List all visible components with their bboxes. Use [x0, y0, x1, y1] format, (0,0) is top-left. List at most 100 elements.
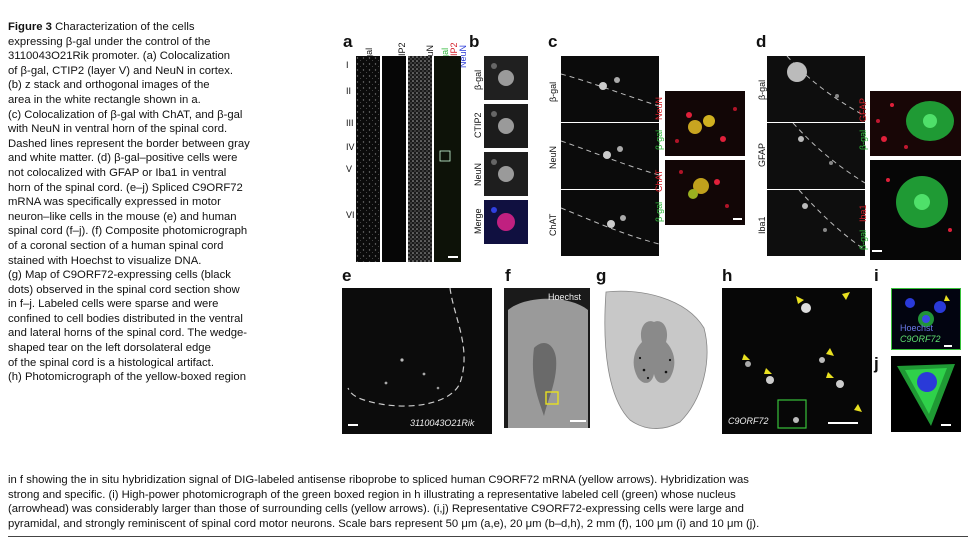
caption-line: not colocalized with GFAP or Iba1 in ven… [8, 166, 227, 179]
caption-line: expressing β-gal under the control of th… [8, 35, 211, 48]
panel-c-merge1-label-green: β-gal [654, 129, 664, 150]
panel-c-merge1-label-red: NeuN [654, 96, 664, 120]
caption-line: of the spinal cord is a histological art… [8, 356, 214, 369]
panel-j-image [891, 356, 961, 432]
caption-line: pyramidal, and strongly reminiscent of s… [8, 517, 760, 530]
figure-label: Figure 3 [8, 21, 52, 33]
panel-c-tile [561, 190, 659, 256]
panel-d-row-label: GFAP [757, 142, 767, 167]
panel-d-tile [767, 123, 865, 189]
panel-b-tile [484, 200, 528, 244]
panel-f-scale-bar [570, 420, 586, 422]
caption-line: of a coronal section of a human spinal c… [8, 239, 224, 252]
panel-f-label: f [505, 266, 511, 285]
panel-b-row-label: β-gal [473, 69, 483, 90]
panel-b-label: b [469, 32, 480, 51]
panel-h-image: C9ORF72 [722, 288, 872, 434]
caption-line: Dashed lines represent the border betwee… [8, 137, 250, 150]
panel-c-scale-bar [733, 218, 742, 220]
panel-b-row-label: Merge [473, 208, 483, 234]
caption-line: and lateral horns of the spinal cord. Th… [8, 327, 248, 340]
panel-a-layer-label: VI [346, 210, 355, 220]
caption-line: (g) Map of C9ORF72-expressing cells (bla… [8, 269, 231, 282]
caption-line: area in the white rectangle shown in a. [8, 93, 201, 106]
caption-divider [8, 536, 968, 537]
panel-e-image: 3110043O21Rik [342, 288, 492, 434]
caption-line: strong and specific. (i) High-power phot… [8, 488, 736, 501]
panel-b-tile [484, 152, 528, 196]
panel-g-map [600, 288, 710, 430]
panel-h-label: h [722, 266, 733, 285]
caption-line: with NeuN in ventral horn of the spinal … [8, 123, 228, 136]
panel-i-hoechst-label: Hoechst [900, 323, 934, 333]
caption-line: (arrowhead) was considerably larger than… [8, 503, 744, 516]
caption-line: and white matter. (d) β-gal–positive cel… [8, 152, 238, 165]
panel-d-merge2-label-green: β-gal [858, 229, 868, 250]
panel-d-row-label: Iba1 [757, 216, 767, 234]
caption-line: of β-gal, CTIP2 (layer V) and NeuN in co… [8, 64, 233, 77]
panel-e-scale-bar [348, 424, 358, 426]
panel-c-merge-neun [665, 91, 745, 156]
panel-h-probe-label: C9ORF72 [728, 416, 769, 426]
panel-a-layer-label: IV [346, 142, 355, 152]
panel-c-merge2-label-red: ChAT [654, 169, 664, 192]
panel-d-scale-bar [872, 250, 882, 252]
figure-caption-bottom: in f showing the in situ hybridization s… [8, 473, 970, 531]
panel-b-tile [484, 104, 528, 148]
panel-d-merge2-label-red: Iba1 [858, 204, 868, 222]
panel-b-row-label: CTIP2 [473, 112, 483, 138]
panel-c-row-label: ChAT [548, 213, 558, 236]
panel-a-layer-label: II [346, 86, 352, 96]
panel-f-stain-label: Hoechst [548, 292, 582, 302]
panel-i-probe-label: C9ORF72 [900, 334, 941, 344]
panel-c-tile [561, 123, 659, 189]
panel-i-label: i [874, 266, 879, 285]
panel-a-label: a [343, 32, 353, 51]
caption-line: 3110043O21Rik promoter. (a) Colocalizati… [8, 50, 231, 63]
panel-c-tile [561, 56, 659, 122]
caption-line: in f–j. Labeled cells were sparse and we… [8, 298, 219, 311]
panel-c-merge-chat [665, 160, 745, 225]
caption-line: spinal cord (f–j). (f) Composite photomi… [8, 225, 248, 238]
caption-line: stained with Hoechst to visualize DNA. [8, 254, 202, 267]
panel-j-scale-bar [941, 424, 951, 426]
panel-d-tile [767, 56, 865, 122]
panel-a-layer-label: V [346, 164, 353, 174]
panel-c-merge2-label-green: β-gal [654, 201, 664, 222]
panel-a-layer-label: III [346, 118, 354, 128]
panel-c-row-label: β-gal [548, 81, 558, 102]
panel-d-merge1-label-red: GFAP [858, 97, 868, 122]
caption-line: confined to cell bodies distributed in t… [8, 312, 243, 325]
caption-line: in f showing the in situ hybridization s… [8, 474, 749, 486]
panel-j-label: j [874, 354, 879, 373]
panel-e-label: e [342, 266, 352, 285]
panel-d-row-label: β-gal [757, 79, 767, 100]
caption-line: horn of the spinal cord. (e–j) Spliced C… [8, 181, 243, 194]
panel-g-label: g [596, 266, 607, 285]
caption-line: (h) Photomicrograph of the yellow-boxed … [8, 371, 246, 384]
panel-i-scale-bar [944, 345, 952, 347]
panel-d-merge-iba1 [870, 160, 961, 260]
panel-b-tile [484, 56, 528, 100]
caption-line: (b) z stack and orthogonal images of the [8, 79, 210, 92]
caption-line: neuron–like cells in the mouse (e) and h… [8, 210, 237, 223]
panel-a-layer-label: I [346, 60, 349, 70]
caption-line: mRNA was specifically expressed in motor [8, 196, 221, 209]
figure-caption-left: Figure 3 Characterization of the cells e… [8, 20, 330, 385]
caption-line: dots) observed in the spinal cord sectio… [8, 283, 240, 296]
panel-c-label: c [548, 32, 558, 51]
panel-d-merge1-label-green: β-gal [858, 129, 868, 150]
panel-a-image [356, 56, 461, 262]
panel-d-tile [767, 190, 865, 256]
panel-a-micrograph [356, 56, 461, 262]
panel-e-probe-label: 3110043O21Rik [410, 418, 475, 428]
panel-h-scale-bar [828, 422, 858, 424]
panel-d-label: d [756, 32, 767, 51]
panel-f-image: Hoechst [504, 288, 590, 428]
caption-line: shaped tear on the left dorsolateral edg… [8, 342, 211, 355]
caption-line: (c) Colocalization of β-gal with ChAT, a… [8, 108, 243, 121]
panel-d-merge-gfap [870, 91, 961, 156]
panel-c-row-label: NeuN [548, 145, 558, 169]
panel-a-scale-bar [448, 256, 458, 258]
panel-b-row-label: NeuN [473, 162, 483, 186]
